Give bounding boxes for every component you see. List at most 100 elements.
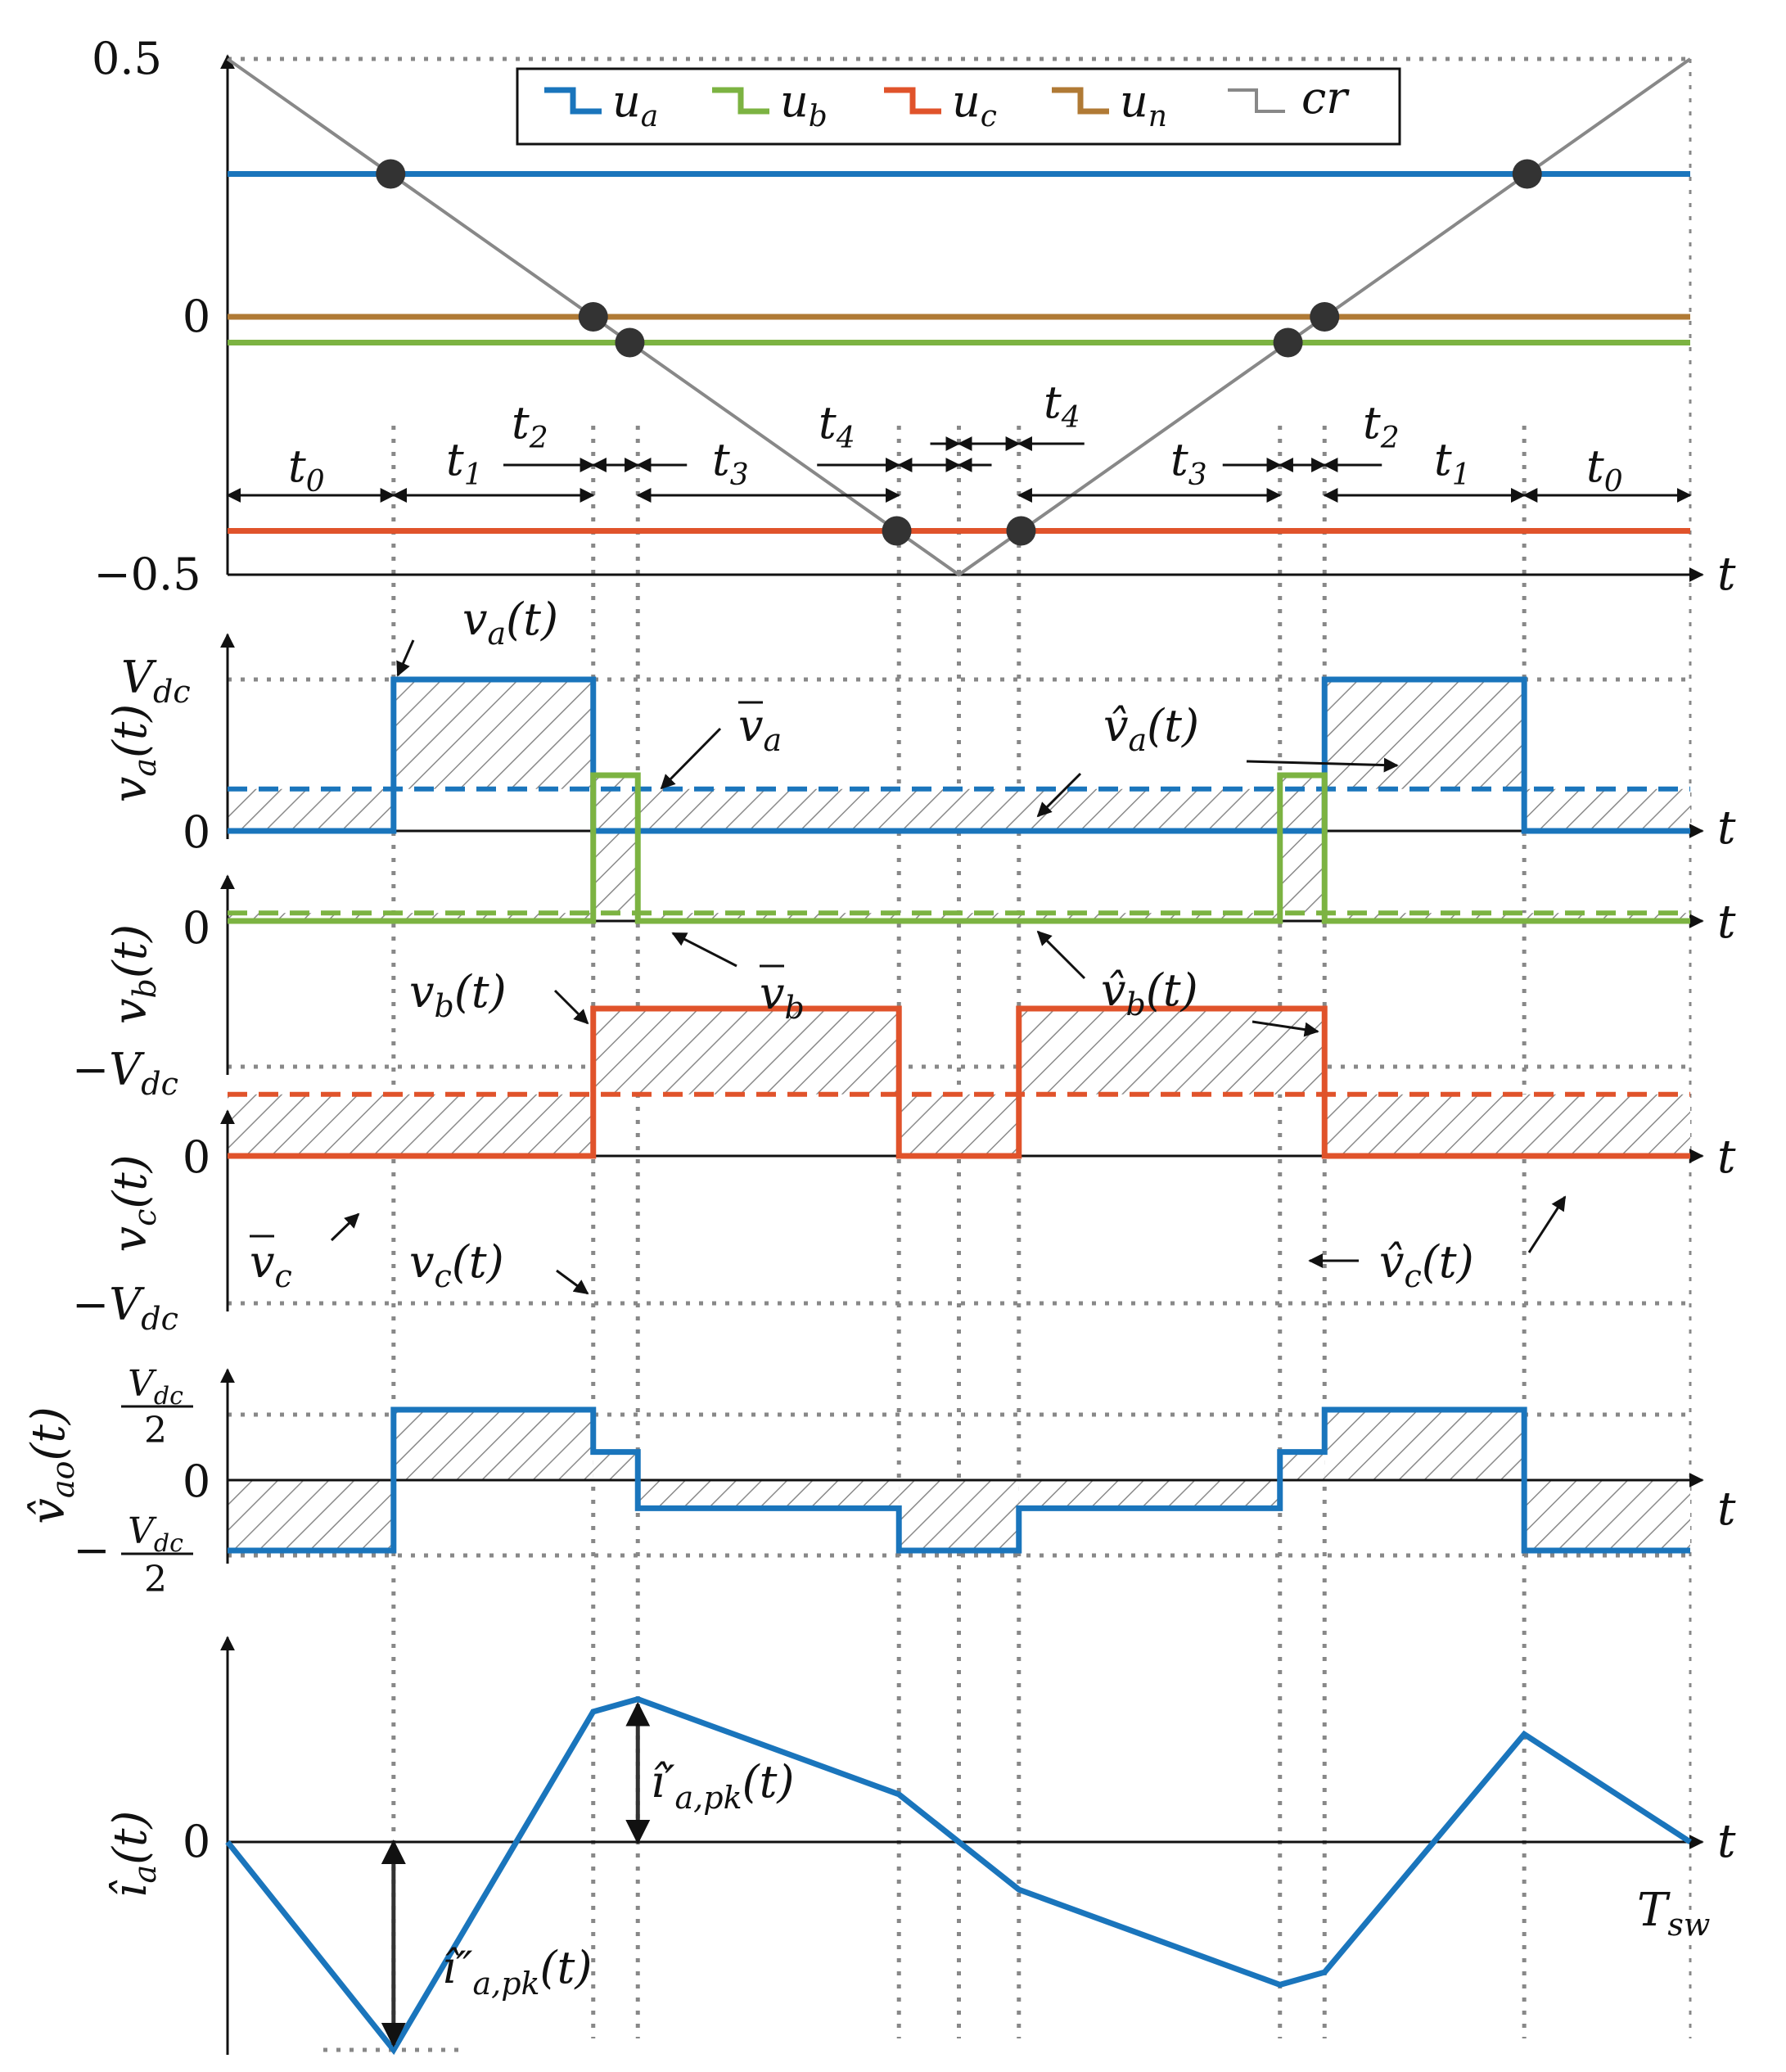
vb-annot-vhat: v̂b(t) <box>1101 964 1198 1022</box>
svg-text:Vdc: Vdc <box>128 1363 183 1411</box>
ia-xlabel: t <box>1717 1815 1736 1868</box>
vao-hatch-2 <box>593 1451 638 1480</box>
vc-ytick-vdc: −Vdc <box>72 1279 178 1337</box>
interval-label-t4-left: t4 <box>819 397 855 455</box>
interval-label-t3-right: t3 <box>1170 434 1207 492</box>
vc-annot-vhat: v̂c(t) <box>1379 1236 1474 1294</box>
va-annot-vbar: va <box>738 700 782 758</box>
vao-hatch-0 <box>228 1480 394 1551</box>
p1-xlabel: t <box>1717 548 1736 601</box>
vb-annot-vbar: vb <box>760 968 805 1026</box>
vc-annot-arrow-vbar <box>330 1212 360 1242</box>
legend-label-ub: ub <box>780 75 828 133</box>
vc-ylabel: vc(t) <box>104 1154 163 1252</box>
vb-hatch-4 <box>1324 913 1690 921</box>
legend-swatch-ua <box>544 87 602 115</box>
ia-annot-pk2: î″a,pk(t) <box>442 1942 592 2002</box>
axis-layer <box>220 54 1704 2055</box>
vb-ytick-zero: 0 <box>183 902 210 954</box>
p1-ytick-top: 0.5 <box>92 33 162 84</box>
intersection-dot-7 <box>1006 516 1036 546</box>
vao-hatch-6 <box>1279 1451 1325 1480</box>
vc-hatch-3 <box>1018 1009 1325 1095</box>
va-hatch-1 <box>393 679 593 789</box>
ia-ylabel: îa(t) <box>104 1811 163 1898</box>
vao-hatch-4 <box>899 1480 1019 1551</box>
vb-hatch-1 <box>593 775 638 914</box>
legend-label-ua: ua <box>612 75 658 133</box>
ia-current-waveform <box>225 1695 1692 2056</box>
va-ytick-zero: 0 <box>183 806 210 858</box>
va-hatch-0 <box>228 788 394 831</box>
intersection-dot-4 <box>615 327 645 358</box>
svg-text:2: 2 <box>144 1559 167 1600</box>
area-layer <box>228 679 1690 1551</box>
va-annot-arrow-vhat-1 <box>1246 757 1399 773</box>
legend-swatch-cr <box>1228 88 1285 113</box>
intersection-dot-3 <box>1310 302 1340 332</box>
legend-label-un: un <box>1120 75 1167 133</box>
svg-text:Vdc: Vdc <box>128 1510 183 1558</box>
vb-xlabel: t <box>1717 896 1736 949</box>
vc-hatch-0 <box>228 1094 593 1156</box>
vao-ytick-zero: 0 <box>183 1456 210 1507</box>
ia-ytick-zero: 0 <box>183 1816 210 1867</box>
va-hatch-3 <box>1324 679 1525 789</box>
interval-label-t1-left: t1 <box>446 434 483 492</box>
annotation-layer <box>226 436 1692 2047</box>
vc-ytick-zero: 0 <box>183 1131 210 1183</box>
legend-label-cr: cr <box>1301 72 1350 124</box>
legend-box <box>516 67 1401 146</box>
va-annot-arrow-vbar <box>660 727 722 790</box>
ia-annot-pk1: î′a,pk(t) <box>651 1756 794 1816</box>
vc-annot-vc: vc(t) <box>409 1236 504 1294</box>
interval-label-t4-right: t4 <box>1044 377 1080 435</box>
va-annot-vhat: v̂a(t) <box>1103 700 1199 758</box>
ia-xtick-tsw: Tsw <box>1637 1884 1710 1943</box>
va-hatch-4 <box>1524 788 1690 831</box>
interval-label-t0-left: t0 <box>288 440 325 499</box>
vao-waveform <box>228 1406 1690 1554</box>
vc-annot-arrow-vhat-2 <box>1527 1195 1567 1253</box>
vb-annot-vb: vb(t) <box>409 966 507 1024</box>
intersection-dots <box>376 159 1542 546</box>
interval-label-t2-right: t2 <box>1363 397 1400 455</box>
vb-hatch-3 <box>1279 775 1325 914</box>
va-annot-va: va(t) <box>462 594 558 652</box>
vb-annot-arrow-vb <box>553 989 589 1025</box>
intersection-dot-2 <box>578 302 608 332</box>
va-annot-arrow-vhat-2 <box>1036 772 1082 818</box>
vc-hatch-1 <box>593 1009 900 1095</box>
grid-layer <box>228 56 1692 2052</box>
vb-annot-arrow-vhat-1 <box>1036 930 1086 980</box>
interval-labels: t0 t1 t2 t3 t4 t4 t3 t2 t1 t0 <box>288 377 1623 499</box>
intersection-dot-5 <box>1273 327 1303 358</box>
va-ylabel: va(t) <box>104 704 163 803</box>
svg-text:−: − <box>73 1524 110 1576</box>
legend-swatch-uc <box>884 87 941 115</box>
interval-label-t3-left: t3 <box>712 434 749 492</box>
vb-hatch-0 <box>228 913 593 921</box>
vao-hatch-8 <box>1524 1480 1690 1551</box>
vc-annot-vbar: vc <box>250 1236 292 1294</box>
vb-ytick-vdc: −Vdc <box>72 1044 178 1102</box>
va-hatch-2 <box>593 788 1325 831</box>
vao-ytick-top: Vdc 2 <box>121 1363 193 1451</box>
vao-ytick-bottom: − Vdc 2 <box>73 1510 193 1600</box>
vao-xlabel: t <box>1717 1483 1736 1536</box>
svg-text:2: 2 <box>144 1410 167 1451</box>
vc-hatch-4 <box>1324 1094 1690 1156</box>
vc-annot-arrow-vc <box>556 1269 589 1295</box>
interval-label-t1-right: t1 <box>1434 434 1471 492</box>
vb-ylabel: vb(t) <box>104 924 163 1024</box>
va-annot-arrow-va <box>396 639 415 677</box>
legend-label-uc: uc <box>952 75 997 133</box>
legend-swatch-un <box>1052 87 1109 115</box>
p1-ytick-bottom: −0.5 <box>93 548 201 600</box>
vao-hatch-5 <box>1018 1480 1280 1509</box>
va-waveform <box>228 676 1690 834</box>
vb-hatch-2 <box>638 913 1280 921</box>
vc-waveform <box>228 1005 1690 1159</box>
vao-hatch-3 <box>638 1480 900 1509</box>
